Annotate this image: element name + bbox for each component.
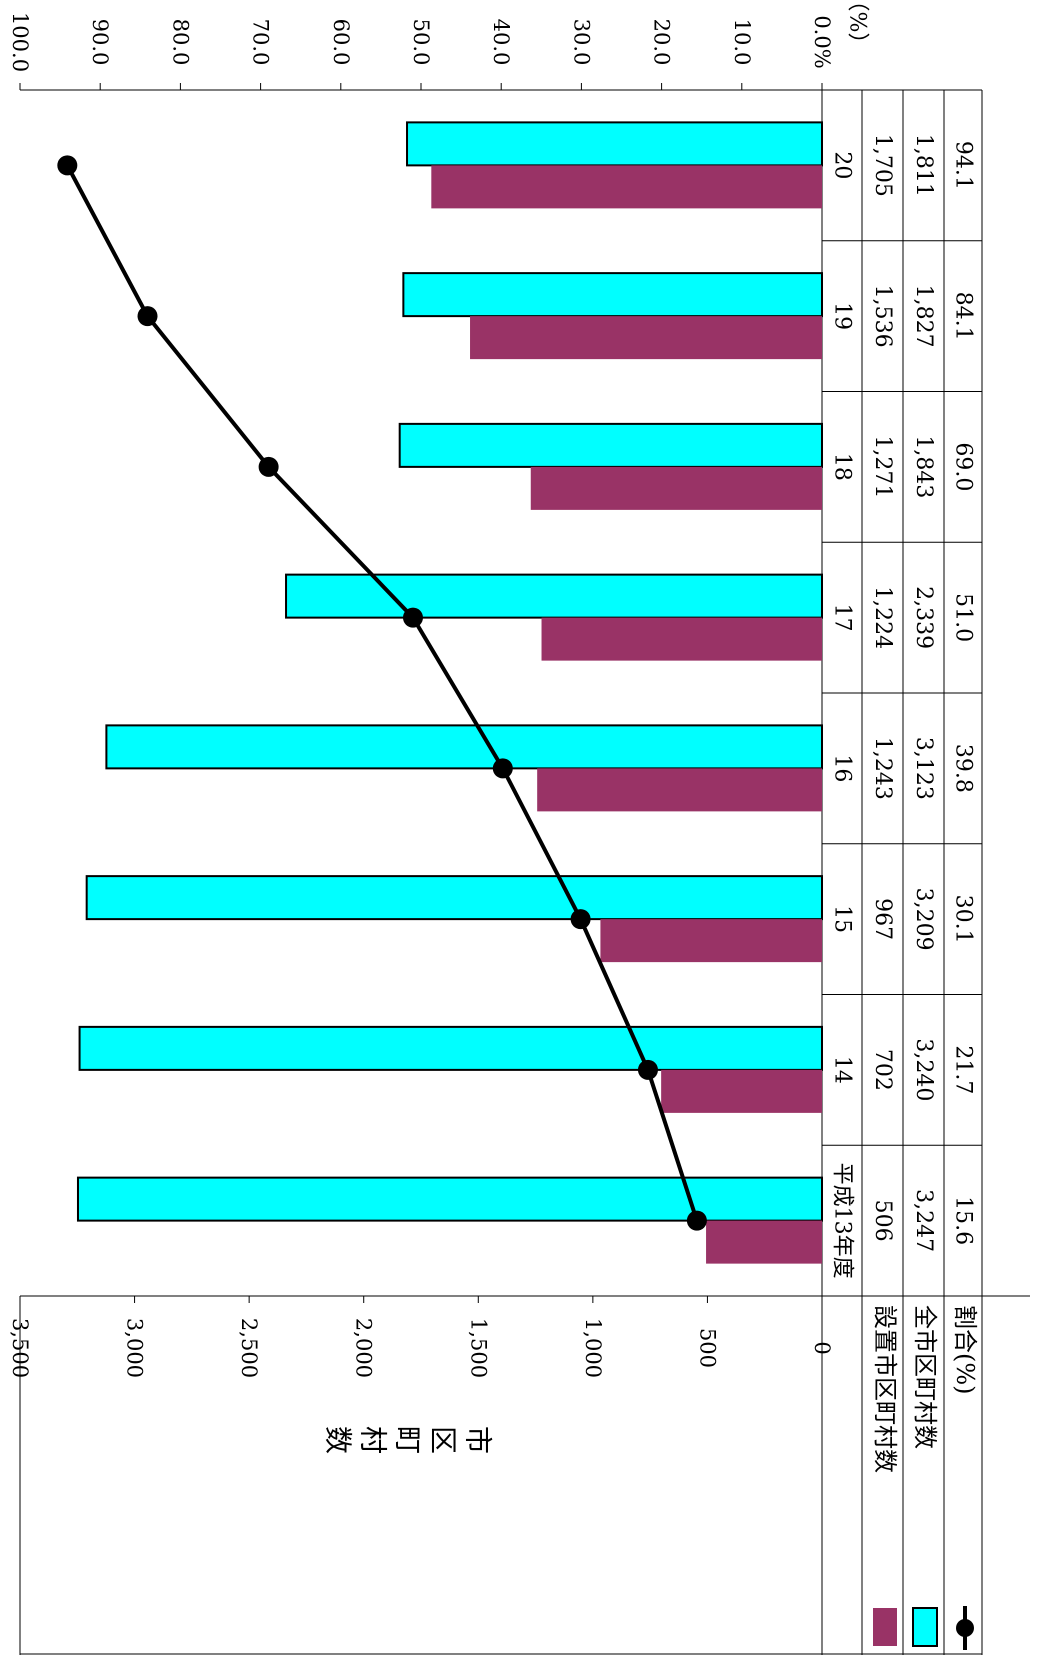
table-cell-value: 1,243 <box>870 737 895 800</box>
category-label: 15 <box>830 905 855 933</box>
left-axis-label-char: 区 <box>427 1426 460 1454</box>
right-axis-tick-label: 80.0 <box>168 19 192 66</box>
table-cell-value: 702 <box>870 1049 895 1091</box>
table-cell-value: 1,536 <box>870 285 895 348</box>
table-cell-value: 506 <box>870 1200 895 1242</box>
right-axis-tick-label: 10.0 <box>730 19 754 66</box>
bar-all-municipalities <box>398 422 823 468</box>
table-cell-value: 1,705 <box>870 134 895 197</box>
bar-all-municipalities <box>105 724 824 770</box>
right-axis-tick-label: 20.0 <box>650 19 674 66</box>
left-axis-label-char: 町 <box>392 1426 425 1454</box>
table-cell-value: 1,827 <box>911 285 936 348</box>
category-label: 19 <box>830 302 855 330</box>
table-cell-value: 1,843 <box>911 435 936 498</box>
bar-established-municipalities <box>470 316 822 360</box>
right-axis-tick-label: 70.0 <box>249 19 273 66</box>
table-cell-value: 84.1 <box>951 292 976 341</box>
table-cell-value: 2,339 <box>911 586 936 649</box>
ratio-point <box>258 456 279 477</box>
table-cell-value: 1,224 <box>870 586 895 649</box>
legend-swatch <box>873 1608 897 1646</box>
bars-group <box>76 121 824 1264</box>
left-axis-tick-label: 1,000 <box>581 1318 605 1378</box>
right-axis-tick-label: 100.0 <box>8 12 32 72</box>
category-label: 20 <box>830 151 855 179</box>
table-cell-value: 967 <box>870 898 895 940</box>
category-label: 14 <box>830 1056 855 1084</box>
left-axis-label-char: 数 <box>322 1426 355 1454</box>
legend-marker <box>956 1619 974 1637</box>
left-axis-label-char: 市 <box>462 1426 495 1454</box>
category-label: 18 <box>830 453 855 481</box>
table-cell-value: 69.0 <box>951 442 976 491</box>
category-label: 平成13年度 <box>830 1163 855 1279</box>
bar-established-municipalities <box>537 768 822 812</box>
category-label: 16 <box>830 754 855 782</box>
right-axis-tick-label: 0.0% <box>810 15 834 68</box>
table-cell-value: 3,240 <box>911 1038 936 1101</box>
left-axis-label-char: 村 <box>357 1426 390 1454</box>
ratio-point <box>570 909 591 930</box>
right-axis-tick-label: 40.0 <box>489 19 513 66</box>
category-label: 17 <box>830 604 855 632</box>
bar-established-municipalities <box>706 1220 822 1264</box>
legend-swatch <box>912 1607 938 1647</box>
right-axis-tick-label: 90.0 <box>88 19 112 66</box>
table-cell-value: 3,247 <box>911 1189 936 1252</box>
legend-label: 割合(%) <box>951 1305 979 1395</box>
right-axis-tick-label: 30.0 <box>569 19 593 66</box>
table-cell-value: 15.6 <box>951 1196 976 1245</box>
ratio-point <box>137 306 158 327</box>
table-cell-value: 51.0 <box>951 593 976 642</box>
ratio-point <box>637 1059 658 1080</box>
ratio-point <box>402 607 423 628</box>
ratio-point <box>57 155 78 176</box>
bar-all-municipalities <box>76 1176 823 1222</box>
ratio-line <box>65 164 699 1222</box>
left-axis-tick-label: 2,000 <box>352 1318 376 1378</box>
axes-group: 0.0% 10.0 20.0 30.0 40.0 50.0 60.0 70.0 80.0 90.0… <box>8 0 1030 1454</box>
right-axis-label: （%） <box>845 0 870 54</box>
bar-all-municipalities <box>406 121 823 167</box>
left-axis-tick-label: 1,500 <box>466 1318 490 1378</box>
table-cell-value: 30.1 <box>951 895 976 944</box>
bar-all-municipalities <box>402 272 823 318</box>
ratio-point <box>686 1210 707 1231</box>
table-cell-value: 1,811 <box>911 134 936 197</box>
bar-established-municipalities <box>530 466 822 510</box>
left-axis-tick-label: 3,000 <box>123 1318 147 1378</box>
ratio-line-group <box>57 155 707 1231</box>
bar-established-municipalities <box>541 617 822 661</box>
table-cell-value: 21.7 <box>951 1045 976 1094</box>
table-cell-value: 94.1 <box>951 141 976 190</box>
right-axis-tick-label: 50.0 <box>409 19 433 66</box>
table-cell-value: 3,209 <box>911 888 936 951</box>
bar-all-municipalities <box>285 573 823 619</box>
left-axis-tick-label: 500 <box>695 1328 719 1368</box>
legend-label: 全市区町村数 <box>911 1305 939 1449</box>
table-cell-value: 1,271 <box>870 435 895 498</box>
bar-all-municipalities <box>78 1025 823 1071</box>
table-cell-value: 3,123 <box>911 737 936 800</box>
legend-label: 設置市区町村数 <box>871 1305 899 1473</box>
ratio-point <box>492 758 513 779</box>
bar-all-municipalities <box>85 875 824 921</box>
left-axis-tick-label: 2,500 <box>237 1318 261 1378</box>
bar-established-municipalities <box>661 1069 822 1113</box>
bar-established-municipalities <box>431 165 822 209</box>
right-axis-tick-label: 60.0 <box>329 19 353 66</box>
table-cell-value: 39.8 <box>951 744 976 793</box>
legend: 設置市区町村数 全市区町村数 割合(%) <box>871 1305 979 1650</box>
bar-established-municipalities <box>600 919 822 963</box>
left-axis-label: 市区町村数 <box>322 1426 495 1454</box>
